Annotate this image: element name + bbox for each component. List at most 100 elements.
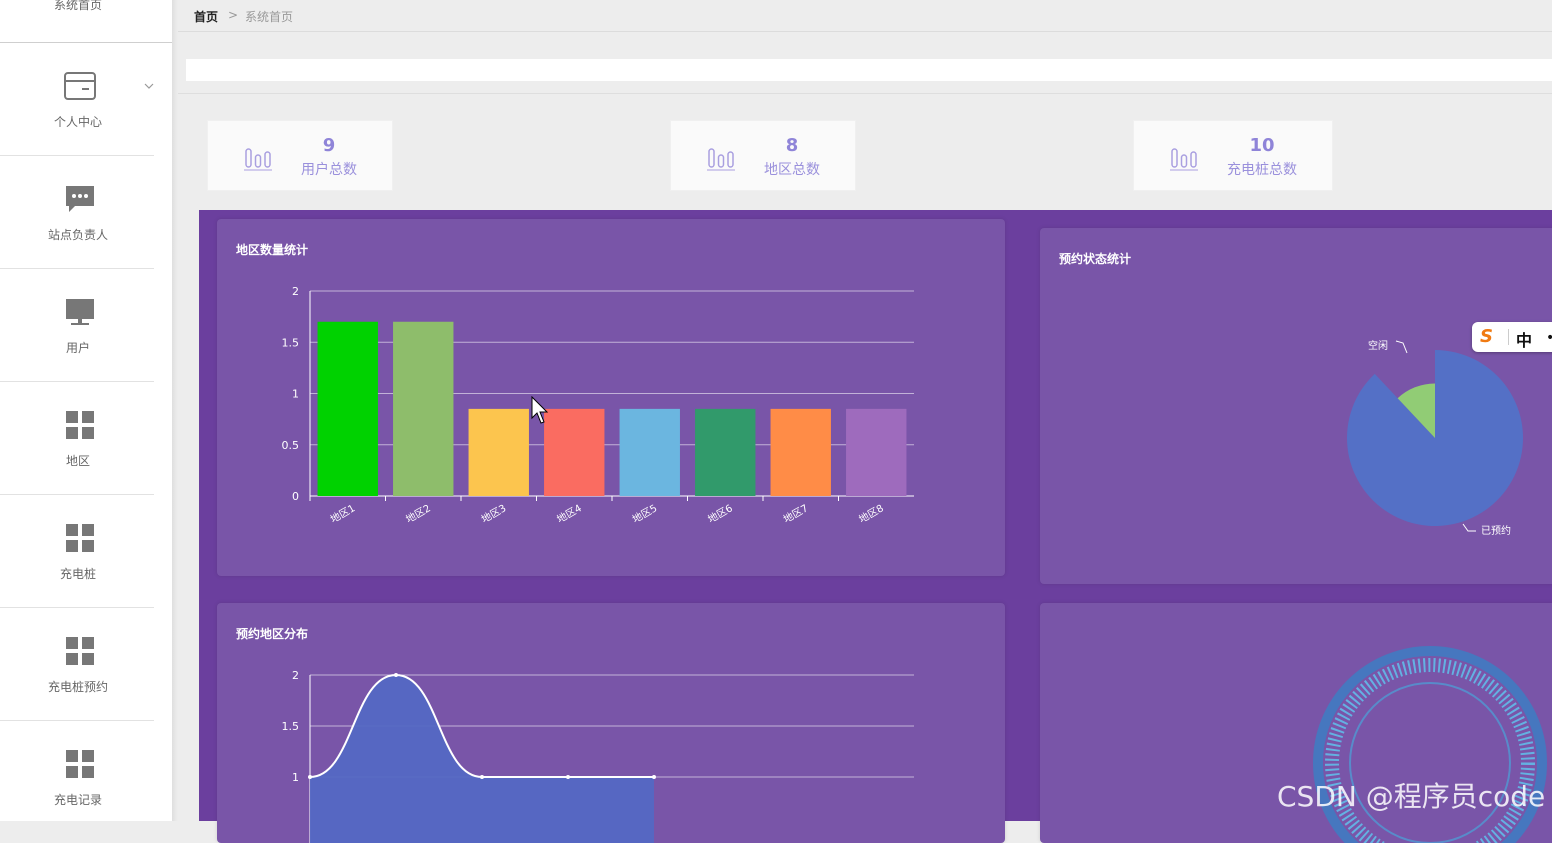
x-tick-label: 地区7: [781, 501, 810, 525]
gauge-chart: [1313, 646, 1547, 843]
bar-chart-icon: [244, 148, 272, 171]
area-point: [308, 775, 312, 779]
area-line: [309, 673, 654, 778]
ime-divider: [1508, 329, 1509, 345]
area-point: [652, 775, 656, 779]
bar-chart-icon: [1170, 148, 1198, 171]
x-tick-label: 地区6: [705, 501, 734, 525]
ime-more-icon[interactable]: •: [1546, 330, 1552, 346]
sidebar-item-charging-records[interactable]: 充电记录: [0, 721, 154, 833]
x-tick-label: 地区2: [403, 501, 432, 525]
panel-region-count: 地区数量统计 0 0.5 1 1.5 2 地区1 地区2 地区3 地区4 地区5 地区6 地区7 地区8: [217, 219, 1005, 576]
sidebar-item-label: 用户: [65, 341, 90, 355]
panel-gauge: [1040, 603, 1552, 843]
y-tick-label: 2: [292, 285, 299, 298]
sidebar-item-personal-center[interactable]: 个人中心: [0, 43, 154, 156]
area-point: [480, 775, 484, 779]
breadcrumb-separator: >: [228, 8, 239, 22]
pie-label: 空闲: [1368, 339, 1388, 352]
area-chart: 11.52: [282, 669, 914, 843]
x-tick-label: 地区4: [554, 501, 583, 525]
sidebar-item-region[interactable]: 地区: [0, 382, 154, 495]
gauge-inner-ring: [1349, 682, 1511, 843]
bar: [317, 321, 378, 496]
breadcrumb-home-link[interactable]: 首页: [194, 10, 219, 24]
sidebar-item-users[interactable]: 用户: [0, 269, 154, 382]
x-tick-label: 地区5: [630, 501, 659, 525]
stat-label: 用户总数: [301, 162, 357, 178]
sidebar-item-label: 充电桩预约: [47, 680, 108, 694]
y-tick-label: 0: [292, 490, 299, 503]
tab-strip: [186, 59, 1552, 81]
watermark: CSDN @程序员code: [1277, 780, 1546, 813]
grid-icon: [66, 637, 94, 665]
y-tick-label: 1: [292, 388, 299, 401]
chart-title: 预约状态统计: [1059, 252, 1132, 266]
stat-value: 10: [1249, 135, 1275, 156]
ime-toolbar[interactable]: S 中 •: [1472, 322, 1552, 352]
bar: [846, 408, 907, 496]
y-tick-label: 2: [292, 669, 299, 682]
bar: [619, 408, 680, 496]
breadcrumb-current: 系统首页: [245, 10, 294, 24]
stat-label: 地区总数: [764, 162, 820, 178]
pie-slice: [1397, 383, 1435, 438]
x-tick-label: 地区1: [328, 501, 357, 525]
sidebar-item-label: 充电桩: [59, 567, 96, 581]
sidebar-item-home[interactable]: 系统首页: [0, 0, 172, 43]
area-point: [566, 775, 570, 779]
x-tick-label: 地区3: [479, 501, 508, 525]
pie-label-line: [1462, 523, 1476, 532]
bar: [393, 321, 454, 496]
y-tick-label: 0.5: [282, 439, 300, 452]
sidebar-item-label: 个人中心: [53, 115, 102, 129]
sidebar-item-label: 充电记录: [53, 793, 102, 807]
chat-bubble-icon: [66, 186, 94, 212]
bar: [468, 408, 529, 496]
sidebar-item-label: 系统首页: [53, 0, 102, 12]
mouse-cursor-icon: [531, 396, 549, 424]
bar-chart: 0 0.5 1 1.5 2 地区1 地区2 地区3 地区4 地区5 地区6 地区7 地区8: [282, 285, 914, 526]
gauge-tick-ring: [1325, 658, 1535, 843]
ime-logo-icon: S: [1480, 326, 1493, 347]
stat-label: 充电桩总数: [1227, 162, 1297, 178]
sidebar-item-charging-pile[interactable]: 充电桩: [0, 495, 154, 608]
breadcrumb: 首页 > 系统首页: [178, 0, 1552, 32]
y-tick-label: 1.5: [282, 336, 300, 349]
bar: [544, 408, 605, 496]
chart-title: 预约地区分布: [236, 627, 309, 641]
area-point: [394, 673, 398, 677]
stat-value: 8: [785, 135, 799, 156]
grid-icon: [66, 750, 94, 778]
stat-card-users: 9 用户总数: [207, 120, 393, 191]
stat-card-charging-piles: 10 充电桩总数: [1133, 120, 1333, 191]
pie-label: 已预约: [1481, 524, 1511, 537]
bar-chart-icon: [707, 148, 735, 171]
panel-reservation-status: 预约状态统计 空闲已预约: [1040, 228, 1552, 584]
chevron-down-icon[interactable]: [144, 81, 154, 91]
gauge-outer-ring: [1313, 646, 1547, 843]
chart-title: 地区数量统计: [236, 243, 309, 257]
x-tick-label: 地区8: [856, 501, 885, 525]
sidebar-item-pile-reservation[interactable]: 充电桩预约: [0, 608, 154, 721]
grid-icon: [66, 411, 94, 439]
dashboard: 地区数量统计 0 0.5 1 1.5 2 地区1 地区2 地区3 地区4 地区5 地区6 地区7 地区8…: [199, 210, 1552, 843]
area-fill: [310, 675, 654, 843]
divider: [178, 93, 1552, 94]
sidebar-item-station-manager[interactable]: 站点负责人: [0, 156, 154, 269]
stat-value: 9: [322, 135, 336, 156]
y-tick-label: 1: [292, 771, 299, 784]
id-card-icon: [64, 72, 96, 100]
stat-card-regions: 8 地区总数: [670, 120, 856, 191]
y-tick-label: 1.5: [282, 720, 300, 733]
grid-icon: [66, 524, 94, 552]
ime-mode-toggle[interactable]: 中: [1516, 331, 1533, 350]
sidebar-shadow: [172, 0, 178, 821]
pie-label-line: [1395, 340, 1408, 354]
monitor-icon: [66, 299, 94, 325]
bar: [770, 408, 831, 496]
sidebar: 系统首页 个人中心 站点负责人 用户: [0, 0, 172, 821]
sidebar-item-label: 地区: [65, 454, 90, 468]
bar: [695, 408, 756, 496]
